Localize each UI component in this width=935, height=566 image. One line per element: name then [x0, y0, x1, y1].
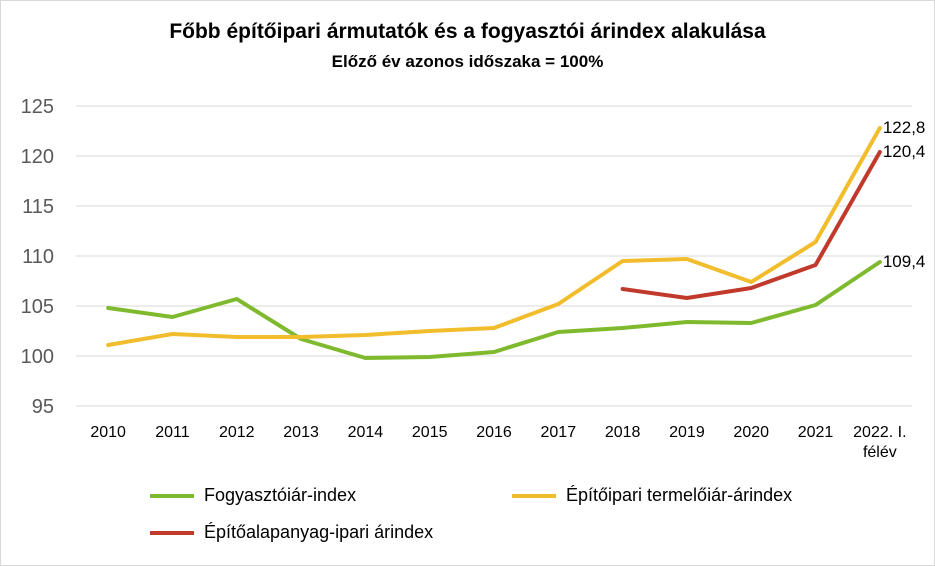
- x-tick-label: 2022. I.: [853, 424, 906, 441]
- y-axis: 95 100 105 110 115 120 125: [21, 96, 54, 418]
- chart-title: Főbb építőipari ármutatók és a fogyasztó…: [169, 20, 766, 43]
- chart-subtitle: Előző év azonos időszaka = 100%: [331, 52, 604, 71]
- y-tick-label: 105: [21, 296, 54, 318]
- legend-swatch: [150, 530, 194, 535]
- legend-label: Építőalapanyag-ipari árindex: [204, 522, 434, 542]
- data-label: 120,4: [883, 142, 926, 161]
- legend-item-fogyasztoiar-index: Fogyasztóiár-index: [150, 485, 356, 506]
- x-tick-label: 2017: [541, 424, 577, 441]
- legend-label: Fogyasztóiár-index: [204, 485, 357, 505]
- data-labels: 109,4 122,8 120,4: [883, 118, 926, 271]
- data-label: 109,4: [883, 252, 926, 271]
- legend-label: Építőipari termelőiár-árindex: [566, 485, 793, 505]
- series-line: [620, 150, 882, 300]
- x-tick-label: 2013: [283, 424, 319, 441]
- x-tick-label: 2014: [348, 424, 384, 441]
- x-tick-label: 2018: [605, 424, 641, 441]
- x-tick-label: 2021: [798, 424, 834, 441]
- data-label: 122,8: [883, 118, 926, 137]
- series-lines: [106, 126, 882, 360]
- legend-swatch: [512, 493, 556, 498]
- y-tick-label: 125: [21, 96, 54, 118]
- y-tick-label: 120: [21, 146, 54, 168]
- x-tick-label: 2012: [219, 424, 255, 441]
- x-tick-label: 2015: [412, 424, 448, 441]
- y-tick-label: 100: [21, 346, 54, 368]
- legend-item-epitoalapanyag-ipari-arindex: Építőalapanyag-ipari árindex: [150, 522, 433, 543]
- y-tick-label: 110: [22, 246, 54, 268]
- x-tick-label: 2016: [476, 424, 512, 441]
- x-tick-label: 2010: [90, 424, 126, 441]
- series-line: [106, 260, 882, 360]
- x-tick-label: félév: [863, 444, 897, 461]
- y-tick-label: 95: [32, 396, 54, 418]
- series-line: [106, 126, 882, 347]
- x-tick-label: 2019: [669, 424, 705, 441]
- gridlines: [76, 105, 912, 407]
- x-axis: 2010 2011 2012 2013 2014 2015 2016 2017 2018 2019…: [90, 424, 906, 461]
- legend-item-epitoipari-termeloiar-arindex: Építőipari termelőiár-árindex: [512, 485, 792, 506]
- x-tick-label: 2011: [155, 424, 190, 441]
- x-tick-label: 2020: [733, 424, 769, 441]
- legend-swatch: [150, 493, 194, 498]
- y-tick-label: 115: [22, 196, 54, 218]
